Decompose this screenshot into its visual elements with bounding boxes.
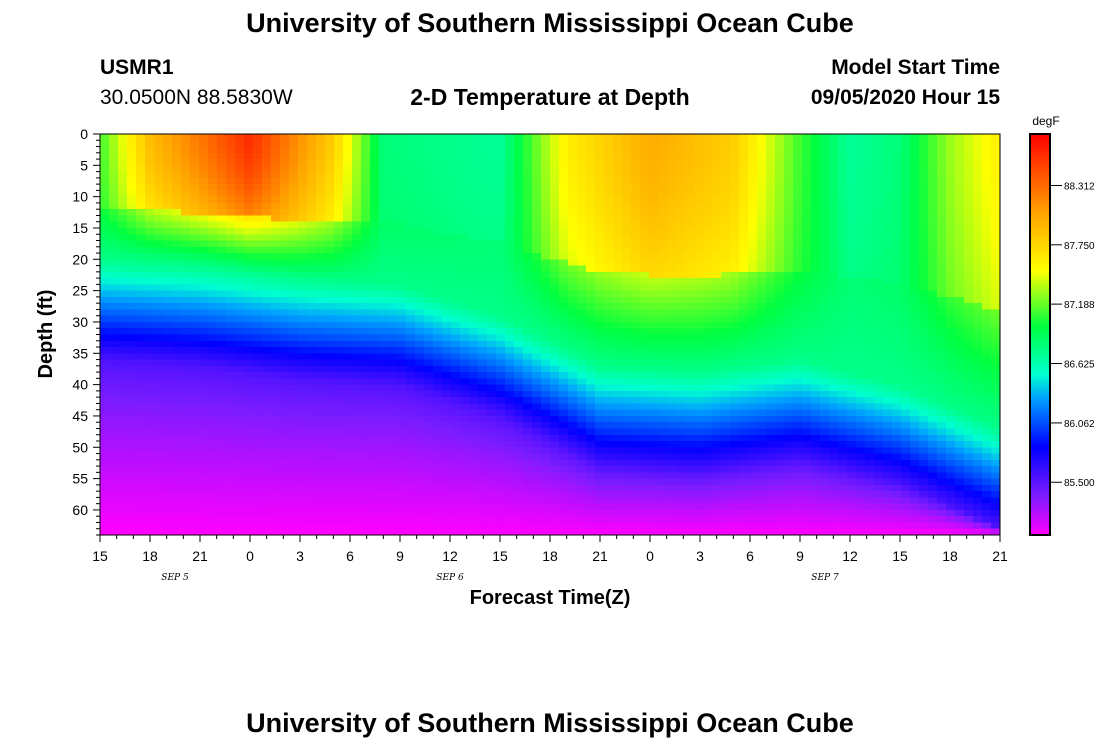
y-tick-label: 35 — [72, 345, 88, 361]
y-tick-label: 45 — [72, 408, 88, 424]
y-tick-label: 50 — [72, 439, 88, 455]
x-tick-label: 3 — [696, 548, 704, 564]
x-tick-label: 15 — [492, 548, 508, 564]
x-tick-label: 18 — [542, 548, 558, 564]
x-tick-label: 9 — [396, 548, 404, 564]
colorbar-ticks: 88.312 87.750 87.188 86.625 86.062 85.500 — [1050, 181, 1095, 489]
model-start-label: Model Start Time — [831, 56, 1000, 79]
x-tick-label: 15 — [892, 548, 908, 564]
station-coordinates: 30.0500N 88.5830W — [100, 86, 293, 109]
x-tick-label: 0 — [246, 548, 254, 564]
y-tick-label: 0 — [80, 126, 88, 142]
x-tick-label: 18 — [142, 548, 158, 564]
y-tick-label: 15 — [72, 220, 88, 236]
station-id: USMR1 — [100, 56, 174, 79]
colorbar-unit: degF — [1032, 114, 1059, 128]
x-tick-label: 15 — [92, 548, 108, 564]
x-tick-label: 6 — [746, 548, 754, 564]
x-tick-label: 21 — [992, 548, 1008, 564]
y-tick-label: 55 — [72, 471, 88, 487]
y-tick-label: 60 — [72, 502, 88, 518]
x-axis-title: Forecast Time(Z) — [470, 587, 631, 609]
footer-title: University of Southern Mississippi Ocean… — [246, 708, 854, 738]
y-tick-label: 40 — [72, 377, 88, 393]
x-tick-label: 9 — [796, 548, 804, 564]
x-tick-label: 12 — [842, 548, 858, 564]
y-tick-label: 10 — [72, 189, 88, 205]
x-tick-label: 21 — [192, 548, 208, 564]
heatmap-field — [100, 134, 1000, 535]
y-tick-label: 30 — [72, 314, 88, 330]
x-tick-label: 3 — [296, 548, 304, 564]
x-tick-label: 12 — [442, 548, 458, 564]
date-label: SEP 7 — [811, 573, 839, 583]
x-axis: 15 18 21 0 3 6 9 12 15 18 21 0 3 6 9 12 15 18 21 — [92, 535, 1008, 564]
y-axis-title: Depth (ft) — [35, 290, 57, 379]
date-labels: SEP 5 SEP 6 SEP 7 — [161, 573, 839, 583]
y-tick-label: 20 — [72, 251, 88, 267]
colorbar-tick-label: 85.500 — [1064, 478, 1095, 489]
colorbar-tick-label: 87.188 — [1064, 300, 1095, 311]
x-tick-label: 0 — [646, 548, 654, 564]
x-tick-label: 6 — [346, 548, 354, 564]
model-start-value: 09/05/2020 Hour 15 — [810, 86, 1000, 109]
colorbar-tick-label: 87.750 — [1064, 241, 1095, 252]
chart-subtitle: 2-D Temperature at Depth — [410, 84, 690, 110]
date-label: SEP 5 — [161, 573, 189, 583]
colorbar-tick-label: 86.062 — [1064, 419, 1095, 430]
colorbar — [1029, 133, 1051, 536]
colorbar-tick-label: 86.625 — [1064, 360, 1095, 371]
x-tick-label: 18 — [942, 548, 958, 564]
colorbar-tick-label: 88.312 — [1064, 181, 1095, 192]
y-tick-label: 25 — [72, 283, 88, 299]
date-label: SEP 6 — [436, 573, 464, 583]
y-tick-label: 5 — [80, 157, 88, 173]
y-axis: 0 5 10 15 20 25 30 35 40 45 50 55 60 — [72, 126, 100, 536]
x-tick-label: 21 — [592, 548, 608, 564]
page-title: University of Southern Mississippi Ocean… — [246, 8, 854, 38]
